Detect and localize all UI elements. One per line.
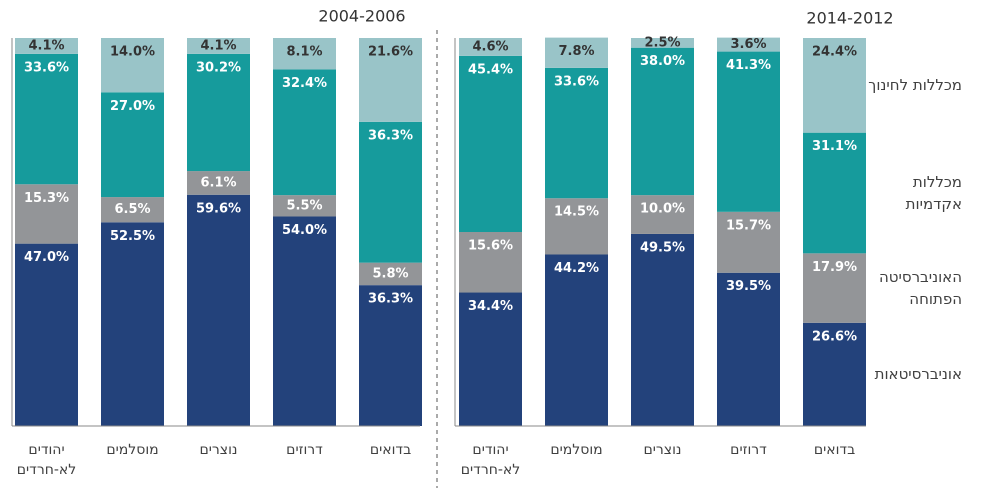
bar-segment <box>15 38 78 54</box>
value-label: 5.8% <box>372 266 408 281</box>
value-label: 32.4% <box>282 76 327 91</box>
value-label: 4.1% <box>200 38 236 53</box>
bar-segment <box>101 222 164 426</box>
value-label: 14.0% <box>110 45 155 60</box>
legend-entry: מכללות אקדמיות <box>905 173 962 213</box>
bar-segment <box>187 38 250 54</box>
legend-entry: האוניברסיטה הפתוחה <box>878 268 962 309</box>
value-label: 4.6% <box>472 39 508 54</box>
bar-segment <box>273 195 336 217</box>
bar-segment <box>15 243 78 426</box>
bar-segment <box>545 254 608 426</box>
legend-entry: אוניברסיטאות <box>874 365 962 384</box>
legend-entry: מכללות לחינוך <box>868 76 962 95</box>
value-label: 7.8% <box>558 44 594 59</box>
value-label: 47.0% <box>24 250 69 265</box>
value-label: 30.2% <box>196 60 241 75</box>
value-label: 27.0% <box>110 99 155 114</box>
value-label: 33.6% <box>554 74 599 89</box>
value-label: 6.5% <box>114 202 150 217</box>
value-label: 3.6% <box>730 37 766 52</box>
value-label: 33.6% <box>24 60 69 75</box>
bar-segment <box>459 232 522 293</box>
value-label: 44.2% <box>554 261 599 276</box>
bar-segment <box>273 38 336 70</box>
x-tick-label: בדואים <box>369 442 412 458</box>
x-tick-label: בדואים <box>813 442 856 458</box>
x-tick-label: מוסלמים <box>550 442 603 458</box>
bar-segment <box>803 322 866 426</box>
bar-segment <box>359 121 422 263</box>
value-label: 41.3% <box>726 58 771 73</box>
value-label: 15.6% <box>468 239 513 254</box>
value-label: 4.1% <box>28 38 64 53</box>
value-label: 17.9% <box>812 260 857 275</box>
bar-segment <box>631 233 694 426</box>
bar-segment <box>359 262 422 286</box>
bar-segment <box>187 194 250 426</box>
x-tick-label: מוסלמים <box>106 442 159 458</box>
value-label: 54.0% <box>282 223 327 238</box>
value-label: 5.5% <box>286 198 322 213</box>
value-label: 21.6% <box>368 45 413 60</box>
bar-segment <box>15 184 78 244</box>
bar-segment <box>631 195 694 234</box>
bar-segment <box>15 53 78 185</box>
x-tick-label: יהודים לא-חרדים <box>460 442 521 478</box>
value-label: 38.0% <box>640 54 685 69</box>
value-label: 39.5% <box>726 279 771 294</box>
x-tick-label: נוצרים <box>643 442 682 458</box>
x-tick-label: נוצרים <box>199 442 238 458</box>
chart-title: 2004-2006 <box>318 7 405 26</box>
value-label: 36.3% <box>368 292 413 307</box>
x-tick-label: יהודים לא-חרדים <box>16 442 77 478</box>
chart-title: 2014-2012 <box>806 9 893 28</box>
bar-segment <box>803 38 866 133</box>
value-label: 8.1% <box>286 45 322 60</box>
value-label: 31.1% <box>812 139 857 154</box>
value-label: 26.6% <box>812 329 857 344</box>
bar-segment <box>187 171 250 195</box>
bar-segment <box>631 47 694 196</box>
bar-segment <box>545 37 608 68</box>
bar-segment <box>101 38 164 93</box>
bar-segment <box>101 92 164 198</box>
bar-segment <box>631 38 694 48</box>
bar-segment <box>101 197 164 223</box>
bar-segment <box>717 37 780 52</box>
bar-segment <box>803 132 866 254</box>
value-label: 52.5% <box>110 229 155 244</box>
bar-segment <box>545 67 608 199</box>
x-tick-label: דרוזים <box>730 442 767 458</box>
x-tick-label: דרוזים <box>286 442 323 458</box>
bar-segment <box>459 55 522 233</box>
value-label: 34.4% <box>468 299 513 314</box>
value-label: 2.5% <box>644 35 680 50</box>
bar-segment <box>717 272 780 426</box>
bar-segment <box>359 38 422 122</box>
bar-segment <box>273 216 336 426</box>
value-label: 15.3% <box>24 191 69 206</box>
value-label: 15.7% <box>726 218 771 233</box>
value-label: 24.4% <box>812 45 857 60</box>
value-label: 14.5% <box>554 205 599 220</box>
bar-segment <box>459 38 522 56</box>
value-label: 49.5% <box>640 240 685 255</box>
bar-segment <box>359 285 422 426</box>
value-label: 10.0% <box>640 202 685 217</box>
bar-segment <box>717 51 780 212</box>
bar-segment <box>187 53 250 172</box>
value-label: 36.3% <box>368 128 413 143</box>
bar-segment <box>459 292 522 426</box>
bar-segment <box>273 69 336 196</box>
value-label: 59.6% <box>196 201 241 216</box>
value-label: 45.4% <box>468 62 513 77</box>
bar-segment <box>545 198 608 255</box>
value-label: 6.1% <box>200 175 236 190</box>
bar-segment <box>803 253 866 323</box>
bar-segment <box>717 211 780 273</box>
